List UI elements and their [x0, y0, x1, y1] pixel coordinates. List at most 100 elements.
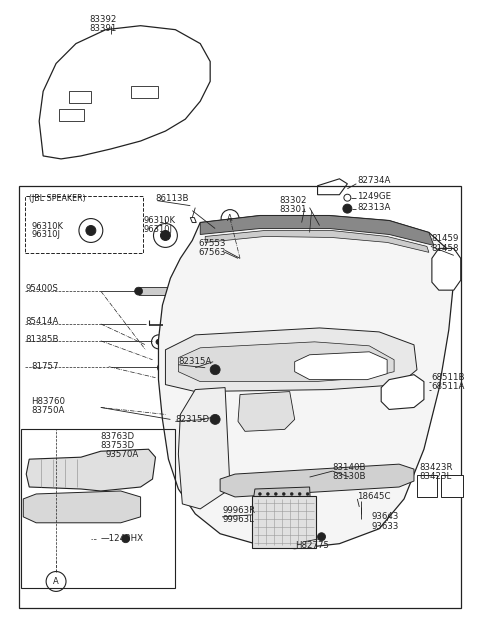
Circle shape	[266, 501, 269, 503]
PathPatch shape	[131, 86, 158, 98]
PathPatch shape	[295, 352, 387, 380]
Circle shape	[134, 287, 143, 295]
Text: 82734A: 82734A	[357, 176, 391, 185]
Circle shape	[282, 501, 285, 503]
Circle shape	[86, 225, 96, 235]
Circle shape	[160, 230, 170, 241]
Circle shape	[122, 535, 130, 542]
Text: 83302: 83302	[280, 196, 307, 205]
PathPatch shape	[166, 328, 417, 392]
PathPatch shape	[139, 287, 175, 295]
Circle shape	[306, 501, 309, 503]
Text: 96310J: 96310J	[31, 230, 60, 239]
Circle shape	[210, 365, 220, 375]
Circle shape	[298, 501, 301, 503]
Circle shape	[306, 492, 309, 496]
Circle shape	[156, 339, 161, 344]
Circle shape	[274, 517, 277, 519]
PathPatch shape	[220, 464, 414, 497]
Circle shape	[258, 517, 262, 519]
PathPatch shape	[318, 179, 348, 195]
Text: 68511A: 68511A	[431, 382, 464, 391]
Circle shape	[258, 524, 262, 527]
Circle shape	[266, 492, 269, 496]
Text: 82315A: 82315A	[179, 357, 212, 367]
Text: H82775: H82775	[295, 541, 329, 550]
Circle shape	[157, 363, 168, 373]
Text: 67563: 67563	[198, 248, 226, 257]
Text: 83391: 83391	[89, 24, 116, 33]
PathPatch shape	[23, 491, 141, 523]
PathPatch shape	[205, 230, 429, 253]
Circle shape	[298, 492, 301, 496]
Circle shape	[290, 508, 293, 511]
Circle shape	[290, 501, 293, 503]
Circle shape	[298, 517, 301, 519]
Bar	[21, 429, 175, 589]
Text: 67553: 67553	[198, 239, 226, 248]
PathPatch shape	[59, 110, 84, 121]
Text: 82315D: 82315D	[175, 415, 209, 424]
Text: 93643: 93643	[371, 512, 398, 522]
Circle shape	[266, 517, 269, 519]
Text: —1243HX: —1243HX	[101, 534, 144, 543]
Circle shape	[306, 517, 309, 519]
Text: 83392: 83392	[89, 15, 116, 24]
Text: 95400S: 95400S	[25, 284, 58, 292]
PathPatch shape	[69, 91, 91, 103]
PathPatch shape	[432, 248, 461, 290]
Bar	[252, 496, 315, 548]
Text: 93570A: 93570A	[106, 449, 139, 459]
Circle shape	[298, 524, 301, 527]
Circle shape	[306, 508, 309, 511]
PathPatch shape	[252, 487, 312, 530]
Text: A: A	[228, 214, 233, 223]
Text: 83423L: 83423L	[419, 472, 451, 480]
Text: 81757: 81757	[31, 362, 59, 371]
Text: 18645C: 18645C	[357, 492, 391, 501]
Text: 1249GE: 1249GE	[357, 192, 392, 201]
Circle shape	[290, 517, 293, 519]
Circle shape	[290, 524, 293, 527]
Text: 96310K: 96310K	[31, 222, 63, 231]
Text: 81459: 81459	[431, 234, 458, 243]
Text: 99963R: 99963R	[222, 506, 255, 515]
Text: 85414A: 85414A	[25, 318, 59, 327]
Text: 96310J: 96310J	[144, 225, 173, 234]
Text: 81458: 81458	[431, 244, 458, 253]
Circle shape	[306, 524, 309, 527]
Circle shape	[282, 524, 285, 527]
Circle shape	[171, 287, 180, 295]
Text: 96310K: 96310K	[144, 216, 176, 225]
Text: 83750A: 83750A	[31, 406, 65, 415]
Circle shape	[298, 508, 301, 511]
Circle shape	[258, 501, 262, 503]
Circle shape	[210, 415, 220, 424]
Circle shape	[274, 501, 277, 503]
Text: A: A	[53, 577, 59, 586]
Text: 83301: 83301	[280, 205, 307, 214]
Text: 81385B: 81385B	[25, 335, 59, 344]
Circle shape	[343, 204, 352, 213]
PathPatch shape	[158, 216, 454, 549]
PathPatch shape	[190, 218, 196, 223]
Circle shape	[318, 533, 325, 541]
Circle shape	[274, 524, 277, 527]
Bar	[441, 475, 463, 497]
Text: 86113B: 86113B	[156, 194, 189, 203]
PathPatch shape	[238, 392, 295, 431]
Bar	[19, 185, 461, 608]
PathPatch shape	[179, 387, 230, 509]
Circle shape	[282, 517, 285, 519]
PathPatch shape	[179, 342, 394, 382]
Text: (JBL SPEAKER): (JBL SPEAKER)	[29, 194, 86, 203]
Text: 82313A: 82313A	[357, 203, 391, 212]
Circle shape	[266, 524, 269, 527]
Text: 99963L: 99963L	[222, 515, 254, 524]
Text: 68511B: 68511B	[431, 373, 464, 382]
Circle shape	[290, 492, 293, 496]
Text: 83763D: 83763D	[101, 432, 135, 441]
Text: 93633: 93633	[371, 522, 398, 531]
Circle shape	[274, 492, 277, 496]
Circle shape	[282, 508, 285, 511]
